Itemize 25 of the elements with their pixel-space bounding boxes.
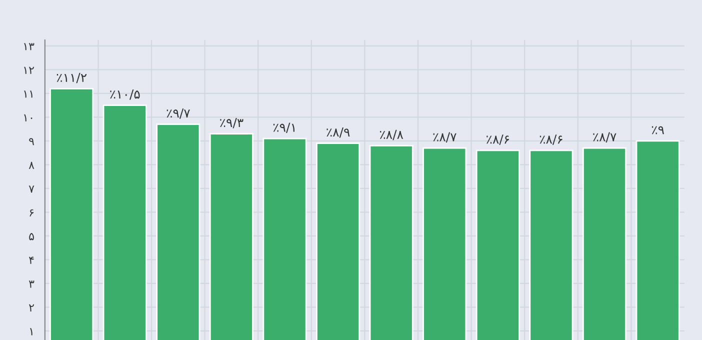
data-label: ٪۸/۷ (433, 132, 456, 142)
y-tick-label: ۱ (30, 328, 32, 336)
y-tick-label: ۱۳ (24, 43, 34, 50)
data-label: ٪۱۰/۵ (110, 89, 140, 100)
y-tick-label: ۱۱ (24, 90, 32, 98)
data-label: ٪۱۱/۲ (56, 72, 87, 84)
y-tick-label: ۲ (28, 304, 34, 312)
data-label: ٪۹ (652, 126, 664, 134)
y-tick-label: ۴ (28, 256, 34, 264)
data-label: ٪۹/۱ (273, 122, 294, 133)
y-tick-label: ۵ (29, 233, 34, 240)
data-label: ٪۸/۹ (326, 127, 350, 138)
y-tick-label: ۳ (28, 280, 34, 288)
data-label: ٪۸/۸ (380, 130, 404, 140)
data-label: ٪۸/۶ (540, 134, 562, 145)
y-tick-label: ۷ (28, 186, 34, 193)
data-label: ٪۹/۷ (166, 108, 190, 119)
y-tick-label: ۶ (30, 209, 34, 216)
y-tick-label: ۱۲ (24, 66, 34, 74)
y-tick-label: ۱۰ (24, 114, 32, 122)
data-label: ٪۸/۶ (486, 134, 509, 145)
data-label: ٪۸/۷ (593, 132, 616, 142)
y-tick-label: ۸ (28, 162, 34, 169)
data-label: ٪۹/۳ (220, 118, 244, 128)
y-tick-label: ۹ (29, 138, 34, 146)
